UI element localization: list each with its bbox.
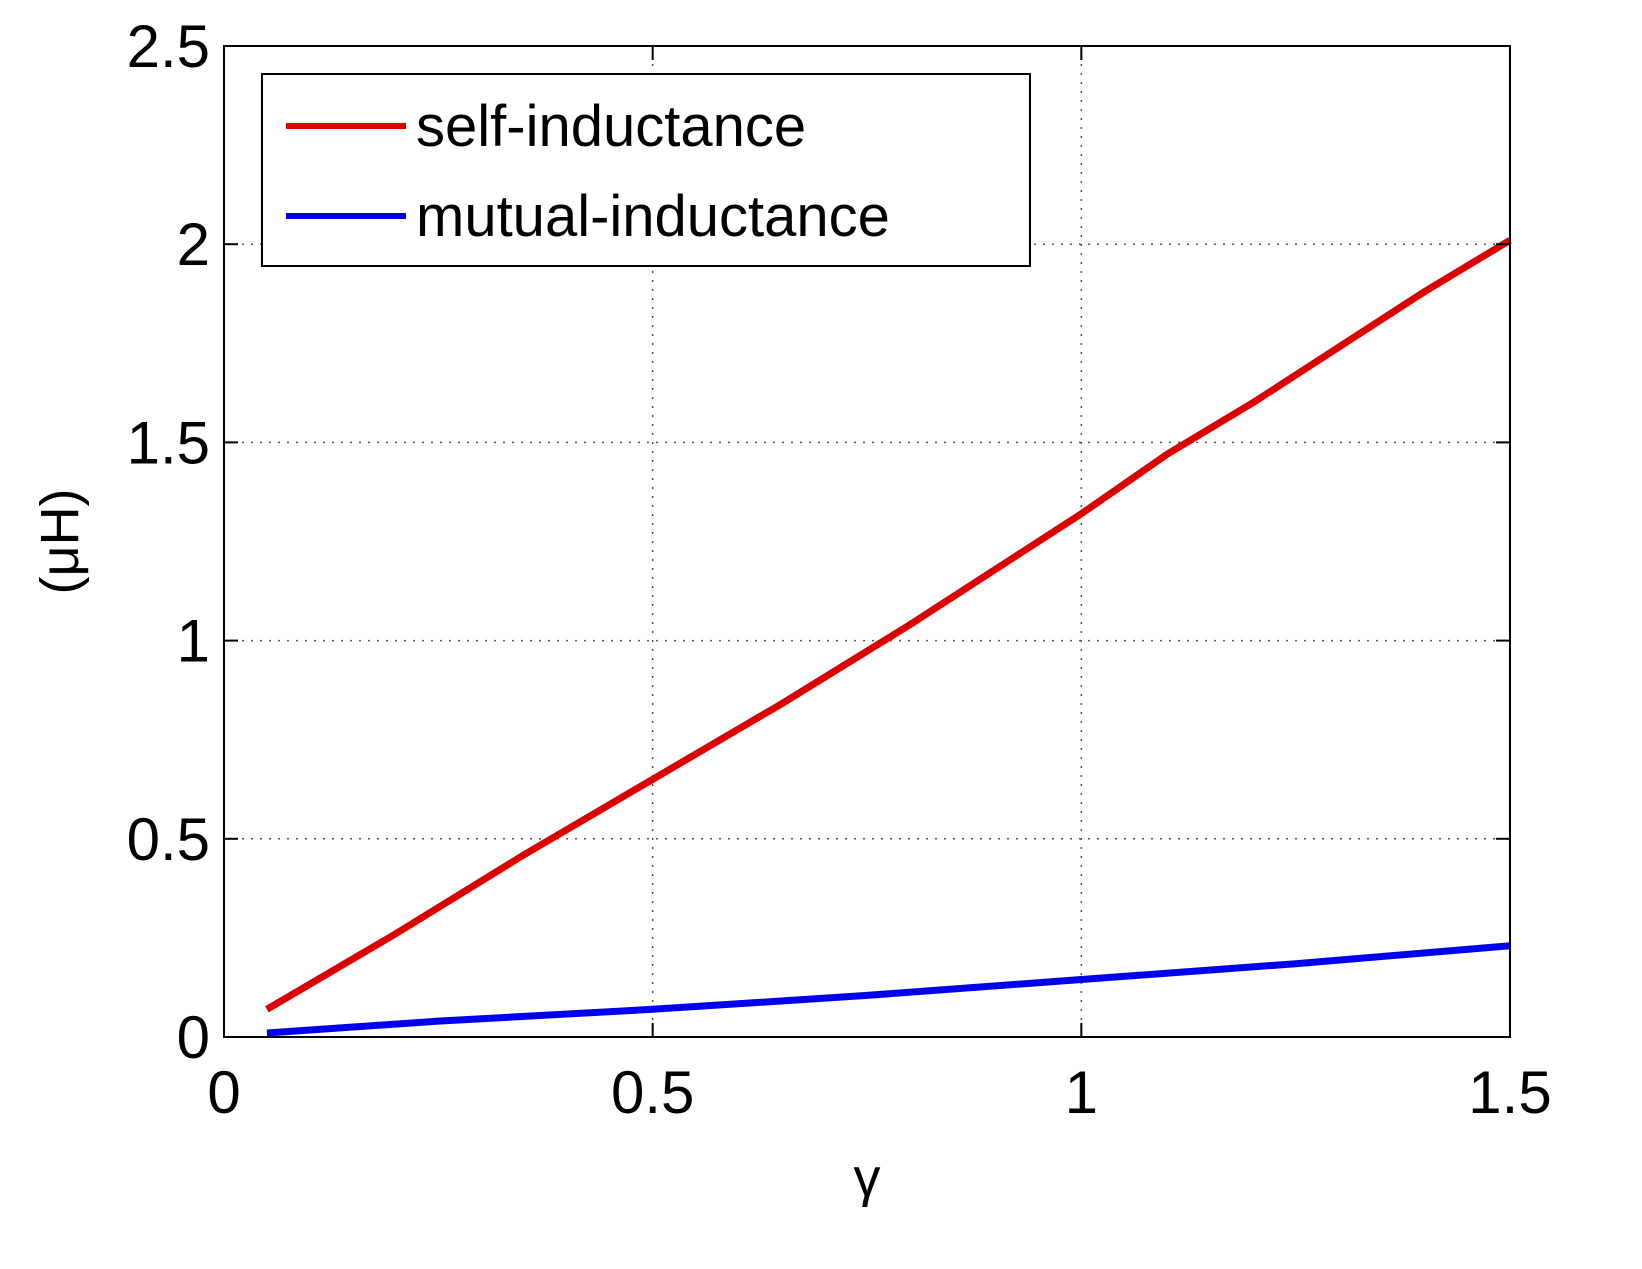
y-tick-label: 2.5	[127, 13, 210, 80]
series-line-mutual-inductance	[266, 942, 1511, 1037]
y-tick-label: 2	[177, 211, 210, 278]
y-tick-label: 0	[177, 1004, 210, 1071]
x-axis-label: γ	[854, 1148, 881, 1208]
legend-entry-self-inductance: self-inductance	[416, 94, 806, 159]
x-tick-label: 0.5	[611, 1059, 694, 1126]
x-tick-label: 1	[1065, 1059, 1098, 1126]
legend-entry-mutual-inductance: mutual-inductance	[416, 184, 890, 249]
x-tick-label: 1.5	[1468, 1059, 1551, 1126]
y-axis-label: (μH)	[30, 488, 90, 594]
axis-ticks: 0 0.5 1 1.5 0 0.5 1 1.5 2 2.5	[127, 13, 1552, 1126]
y-tick-label: 0.5	[127, 806, 210, 873]
grid-lines	[224, 46, 1510, 1037]
legend: self-inductance mutual-inductance	[261, 73, 1031, 267]
x-tick-label: 0	[207, 1059, 240, 1126]
plot-area-frame	[223, 45, 1511, 1038]
series-lines	[265, 237, 1512, 1037]
legend-box	[261, 73, 1031, 267]
series-line-self-inductance	[265, 237, 1512, 1013]
y-tick-label: 1.5	[127, 409, 210, 476]
y-tick-label: 1	[177, 608, 210, 675]
